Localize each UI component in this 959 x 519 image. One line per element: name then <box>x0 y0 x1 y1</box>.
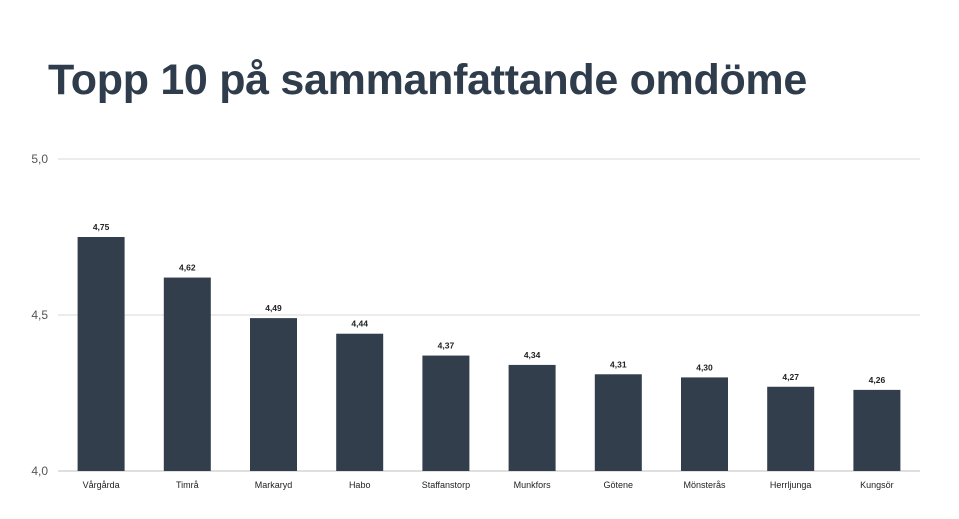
bar <box>77 237 125 471</box>
bar <box>508 364 556 471</box>
bar <box>336 333 384 471</box>
x-tick-label: Herrljunga <box>770 480 812 490</box>
bar <box>250 318 297 471</box>
bar <box>853 389 901 471</box>
data-label: 4,27 <box>782 372 799 382</box>
page-title: Topp 10 på sammanfattande omdöme <box>48 56 807 104</box>
x-tick-label: Staffanstorp <box>422 480 470 490</box>
bar <box>594 374 642 471</box>
x-tick-label: Habo <box>349 480 371 490</box>
bar <box>681 377 728 471</box>
bar <box>422 355 470 471</box>
data-label: 4,49 <box>265 303 282 313</box>
data-label: 4,30 <box>696 362 713 372</box>
x-tick-label: Timrå <box>176 480 199 490</box>
x-tick-label: Markaryd <box>255 480 293 490</box>
data-label: 4,26 <box>869 375 886 385</box>
data-label: 4,31 <box>610 359 627 369</box>
data-label: 4,62 <box>179 263 196 273</box>
x-tick-label: Mönsterås <box>683 480 726 490</box>
data-label: 4,34 <box>524 350 541 360</box>
x-tick-label: Munkfors <box>514 480 552 490</box>
y-tick-label: 4,0 <box>31 464 48 478</box>
x-tick-label: Vårgårda <box>83 480 120 490</box>
bar <box>163 277 211 471</box>
y-tick-label: 4,5 <box>31 308 48 322</box>
data-label: 4,44 <box>351 319 368 329</box>
bar <box>767 386 815 471</box>
x-tick-label: Kungsör <box>860 480 894 490</box>
y-tick-label: 5,0 <box>31 152 48 166</box>
data-label: 4,75 <box>93 222 110 232</box>
x-tick-label: Götene <box>604 480 634 490</box>
data-label: 4,37 <box>438 341 455 351</box>
